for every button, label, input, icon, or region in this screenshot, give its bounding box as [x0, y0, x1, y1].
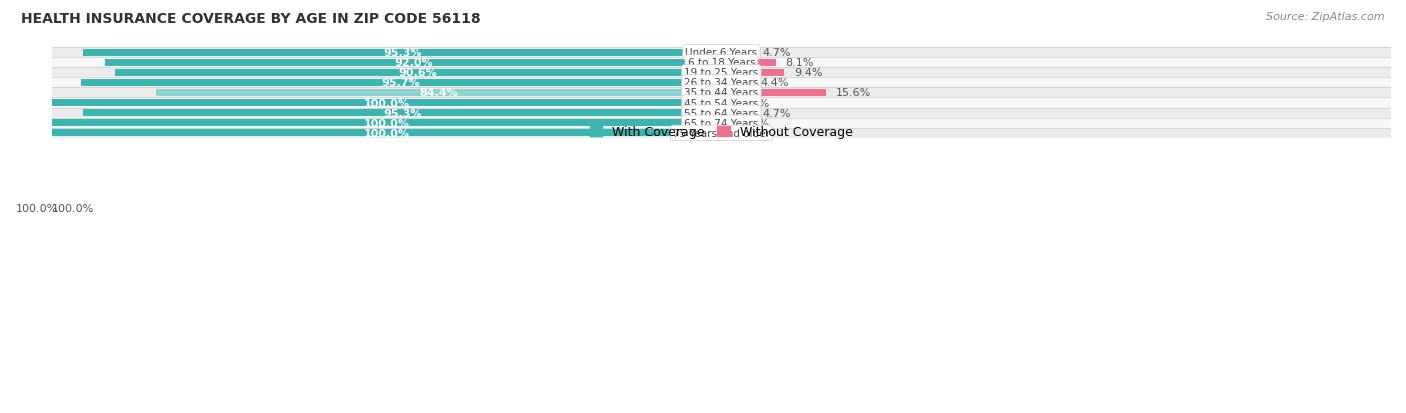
Bar: [52, 128, 1391, 138]
Bar: [115, 69, 721, 77]
Bar: [721, 100, 735, 107]
Text: 92.0%: 92.0%: [394, 58, 433, 68]
Text: 90.6%: 90.6%: [399, 68, 437, 78]
Bar: [52, 48, 1391, 58]
Bar: [52, 58, 1391, 68]
Bar: [52, 88, 1391, 98]
Text: 19 to 25 Years: 19 to 25 Years: [685, 68, 758, 78]
Bar: [52, 68, 1391, 78]
Legend: With Coverage, Without Coverage: With Coverage, Without Coverage: [585, 121, 858, 144]
Bar: [721, 90, 825, 97]
Text: Source: ZipAtlas.com: Source: ZipAtlas.com: [1267, 12, 1385, 22]
Text: 6 to 18 Years: 6 to 18 Years: [688, 58, 755, 68]
Text: 4.4%: 4.4%: [761, 78, 789, 88]
Bar: [721, 59, 776, 66]
Bar: [156, 90, 721, 97]
Bar: [105, 59, 721, 66]
Text: 95.3%: 95.3%: [382, 108, 422, 118]
Text: 84.4%: 84.4%: [419, 88, 458, 98]
Text: 0.0%: 0.0%: [741, 98, 769, 108]
Text: 75 Years and older: 75 Years and older: [673, 128, 770, 138]
Text: 0.0%: 0.0%: [741, 119, 769, 128]
Bar: [52, 78, 1391, 88]
Bar: [52, 108, 1391, 119]
Text: HEALTH INSURANCE COVERAGE BY AGE IN ZIP CODE 56118: HEALTH INSURANCE COVERAGE BY AGE IN ZIP …: [21, 12, 481, 26]
Text: 65 to 74 Years: 65 to 74 Years: [685, 119, 758, 128]
Text: Under 6 Years: Under 6 Years: [685, 48, 758, 58]
Text: 95.7%: 95.7%: [381, 78, 420, 88]
Bar: [721, 80, 751, 87]
Text: 15.6%: 15.6%: [837, 88, 872, 98]
Bar: [721, 69, 785, 77]
Text: 9.4%: 9.4%: [794, 68, 823, 78]
Bar: [52, 100, 721, 107]
Bar: [721, 130, 735, 137]
Text: 8.1%: 8.1%: [786, 58, 814, 68]
Text: 35 to 44 Years: 35 to 44 Years: [685, 88, 758, 98]
Text: 55 to 64 Years: 55 to 64 Years: [685, 108, 758, 118]
Bar: [52, 119, 1391, 128]
Text: 100.0%: 100.0%: [17, 204, 59, 214]
Bar: [52, 120, 721, 127]
Text: 100.0%: 100.0%: [364, 98, 409, 108]
Bar: [721, 50, 752, 57]
Text: 100.0%: 100.0%: [364, 128, 409, 138]
Bar: [83, 50, 721, 57]
Bar: [80, 80, 721, 87]
Text: 95.3%: 95.3%: [382, 48, 422, 58]
Text: 45 to 54 Years: 45 to 54 Years: [685, 98, 758, 108]
Text: 100.0%: 100.0%: [52, 204, 94, 214]
Bar: [721, 110, 752, 117]
Text: 100.0%: 100.0%: [364, 119, 409, 128]
Text: 4.7%: 4.7%: [763, 108, 792, 118]
Bar: [721, 120, 735, 127]
Bar: [52, 130, 721, 137]
Text: 0.0%: 0.0%: [741, 128, 769, 138]
Bar: [83, 110, 721, 117]
Text: 4.7%: 4.7%: [763, 48, 792, 58]
Text: 26 to 34 Years: 26 to 34 Years: [685, 78, 758, 88]
Bar: [52, 98, 1391, 108]
